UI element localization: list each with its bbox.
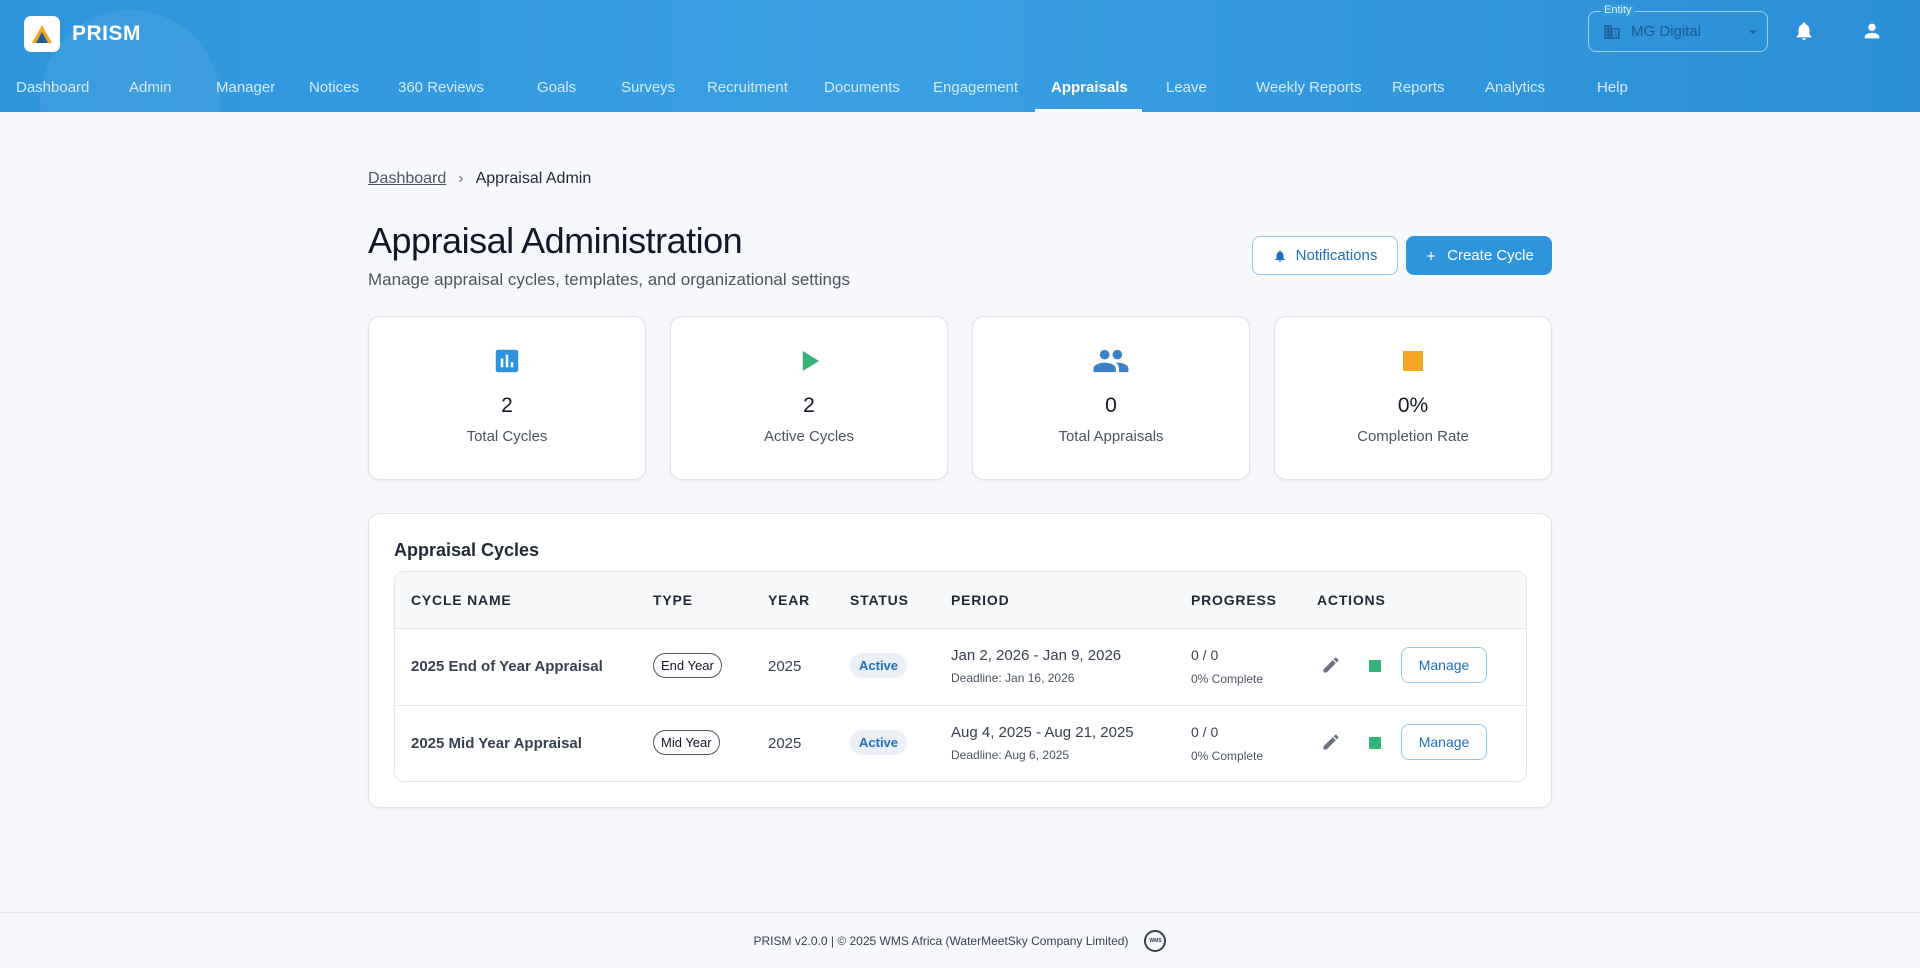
table-row: 2025 Mid Year Appraisal Mid Year 2025 Ac… <box>395 705 1526 781</box>
stat-label: Completion Rate <box>1357 428 1469 445</box>
stat-value: 2 <box>501 394 513 417</box>
stat-value: 0% <box>1397 394 1429 417</box>
appraisal-cycles-card: Appraisal Cycles CYCLE NAME TYPE YEAR ST… <box>368 513 1552 808</box>
edit-icon[interactable] <box>1321 732 1341 752</box>
column-header-cycle-name: CYCLE NAME <box>411 592 512 608</box>
status-badge: Active <box>850 653 908 678</box>
cycle-name: 2025 Mid Year Appraisal <box>411 735 582 752</box>
entity-select-value: MG Digital <box>1631 23 1702 40</box>
notifications-button-label: Notifications <box>1295 247 1378 264</box>
nav-help[interactable]: Help <box>1597 79 1628 96</box>
cycle-progress-percent: 0% Complete <box>1191 749 1264 763</box>
stat-card-total-cycles: 2 Total Cycles <box>368 316 646 480</box>
chevron-down-icon <box>1744 23 1762 46</box>
notifications-button[interactable]: Notifications <box>1252 236 1398 275</box>
create-cycle-button-label: Create Cycle <box>1447 247 1534 264</box>
nav-appraisals[interactable]: Appraisals <box>1035 68 1142 112</box>
entity-select-label: Entity <box>1601 4 1635 16</box>
play-icon <box>794 345 824 377</box>
stat-label: Active Cycles <box>763 428 855 445</box>
stat-card-total-appraisals: 0 Total Appraisals <box>972 316 1250 480</box>
brand[interactable]: PRISM <box>24 16 141 52</box>
type-chip: End Year <box>653 653 722 678</box>
stats-row: 2 Total Cycles 2 Active Cycles 0 Total A… <box>368 316 1552 480</box>
bell-icon <box>1273 249 1287 263</box>
nav-manager[interactable]: Manager <box>216 79 276 96</box>
nav-360-reviews[interactable]: 360 Reviews <box>398 79 484 96</box>
cycle-progress-percent: 0% Complete <box>1191 672 1264 686</box>
cycle-year: 2025 <box>768 658 802 675</box>
nav-notices[interactable]: Notices <box>309 79 360 96</box>
top-header: PRISM Entity MG Digital Dashboard Admin … <box>0 0 1920 112</box>
nav-reports[interactable]: Reports <box>1392 79 1445 96</box>
stat-card-completion-rate: 0% Completion Rate <box>1274 316 1552 480</box>
stop-icon[interactable] <box>1369 737 1381 749</box>
nav-documents[interactable]: Documents <box>824 79 900 96</box>
nav-admin[interactable]: Admin <box>129 79 172 96</box>
column-header-year: YEAR <box>768 592 811 608</box>
square-icon <box>1401 345 1425 377</box>
cycle-deadline: Deadline: Aug 6, 2025 <box>951 748 1070 762</box>
people-icon <box>1092 345 1130 377</box>
entity-select[interactable]: Entity MG Digital <box>1588 4 1768 52</box>
column-header-period: PERIOD <box>951 592 1010 608</box>
bell-icon[interactable] <box>1791 18 1817 44</box>
building-icon <box>1603 23 1621 46</box>
column-header-type: TYPE <box>653 592 693 608</box>
stat-label: Total Appraisals <box>1058 428 1164 445</box>
edit-icon[interactable] <box>1321 655 1341 675</box>
wms-logo-icon: WMS <box>1144 929 1167 952</box>
nav-goals[interactable]: Goals <box>537 79 577 96</box>
cycle-name: 2025 End of Year Appraisal <box>411 658 603 675</box>
type-chip: Mid Year <box>653 730 720 755</box>
table-row: 2025 End of Year Appraisal End Year 2025… <box>395 629 1526 705</box>
nav-weekly-reports[interactable]: Weekly Reports <box>1256 79 1362 96</box>
manage-button[interactable]: Manage <box>1401 647 1487 683</box>
appraisal-cycles-title: Appraisal Cycles <box>394 540 540 560</box>
plus-icon <box>1424 249 1438 263</box>
manage-button[interactable]: Manage <box>1401 724 1487 760</box>
nav-analytics[interactable]: Analytics <box>1485 79 1546 96</box>
breadcrumb: Dashboard › Appraisal Admin <box>368 170 591 188</box>
stat-value: 2 <box>803 394 815 417</box>
stat-card-active-cycles: 2 Active Cycles <box>670 316 948 480</box>
footer-text: PRISM v2.0.0 | © 2025 WMS Africa (WaterM… <box>753 933 1129 948</box>
cycle-progress: 0 / 0 <box>1191 647 1219 663</box>
stop-icon[interactable] <box>1369 660 1381 672</box>
breadcrumb-current: Appraisal Admin <box>475 170 592 187</box>
cycle-year: 2025 <box>768 735 802 752</box>
cycle-deadline: Deadline: Jan 16, 2026 <box>951 671 1075 685</box>
cycle-period: Aug 4, 2025 - Aug 21, 2025 <box>951 724 1134 741</box>
page-title: Appraisal Administration <box>368 220 743 261</box>
nav-engagement[interactable]: Engagement <box>933 79 1019 96</box>
cycle-progress: 0 / 0 <box>1191 724 1219 740</box>
user-icon[interactable] <box>1859 18 1885 44</box>
footer: PRISM v2.0.0 | © 2025 WMS Africa (WaterM… <box>0 912 1920 968</box>
column-header-status: STATUS <box>850 592 909 608</box>
table-header: CYCLE NAME TYPE YEAR STATUS PERIOD PROGR… <box>395 572 1526 629</box>
breadcrumb-separator: › <box>458 170 464 187</box>
prism-logo-icon <box>24 16 60 52</box>
column-header-progress: PROGRESS <box>1191 592 1277 608</box>
nav-surveys[interactable]: Surveys <box>621 79 676 96</box>
nav-recruitment[interactable]: Recruitment <box>707 79 788 96</box>
cycle-period: Jan 2, 2026 - Jan 9, 2026 <box>951 647 1122 664</box>
stat-value: 0 <box>1105 394 1117 417</box>
breadcrumb-dashboard-link[interactable]: Dashboard <box>368 170 447 187</box>
bar-chart-icon <box>492 345 522 377</box>
status-badge: Active <box>850 730 908 755</box>
main-nav: Dashboard Admin Manager Notices 360 Revi… <box>0 68 1647 112</box>
create-cycle-button[interactable]: Create Cycle <box>1406 236 1552 275</box>
app-name: PRISM <box>72 22 142 45</box>
nav-dashboard[interactable]: Dashboard <box>16 79 90 96</box>
nav-leave[interactable]: Leave <box>1166 79 1207 96</box>
column-header-actions: ACTIONS <box>1317 592 1386 608</box>
appraisal-cycles-table: CYCLE NAME TYPE YEAR STATUS PERIOD PROGR… <box>394 571 1527 782</box>
stat-label: Total Cycles <box>466 428 548 445</box>
page-subtitle: Manage appraisal cycles, templates, and … <box>368 270 850 289</box>
